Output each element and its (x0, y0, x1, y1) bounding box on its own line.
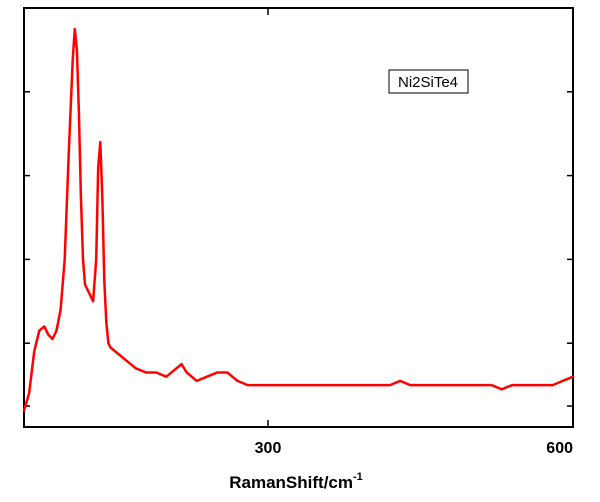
x-tick-label-300: 300 (255, 440, 282, 457)
tick-marks (24, 7, 574, 427)
series-line-ni2site4 (22, 27, 575, 412)
x-axis-label: RamanShift/cm-1 (229, 471, 363, 492)
x-axis-label-text: RamanShift/cm (229, 473, 353, 492)
tick-labels: 300 600 (255, 440, 573, 457)
legend: Ni2SiTe4 (388, 69, 469, 94)
legend-box (388, 69, 469, 94)
legend-entry-ni2site4: Ni2SiTe4 (398, 74, 458, 91)
plot-frame (23, 7, 574, 428)
x-tick-label-600: 600 (546, 440, 573, 457)
x-axis-label-superscript: -1 (353, 471, 363, 483)
